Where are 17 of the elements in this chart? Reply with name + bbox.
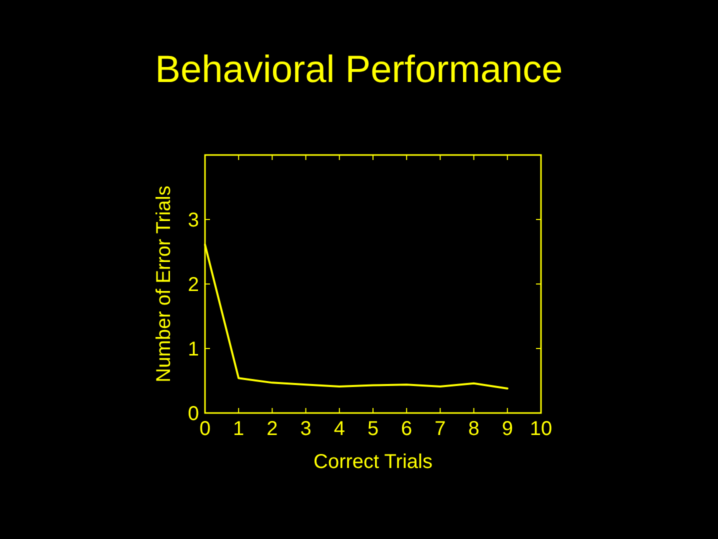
- x-tick-label: 6: [401, 418, 412, 440]
- x-tick-label: 3: [300, 418, 312, 440]
- y-tick-label: 3: [188, 210, 199, 232]
- x-tick-label: 8: [468, 418, 480, 440]
- x-tick-label: 1: [233, 418, 244, 440]
- x-tick-label: 4: [334, 418, 345, 440]
- x-tick-label: 9: [502, 418, 513, 440]
- x-tick-label: 5: [367, 418, 379, 440]
- y-tick-label: 0: [188, 403, 199, 425]
- x-axis-title: Correct Trials: [314, 451, 432, 473]
- x-tick-label: 7: [434, 418, 446, 440]
- x-tick-label: 2: [266, 418, 278, 440]
- y-tick-label: 1: [188, 338, 199, 360]
- y-axis-title: Number of Error Trials: [153, 186, 175, 382]
- chart-title: Behavioral Performance: [155, 49, 563, 91]
- y-tick-label: 2: [188, 274, 199, 296]
- x-tick-label: 10: [530, 418, 552, 440]
